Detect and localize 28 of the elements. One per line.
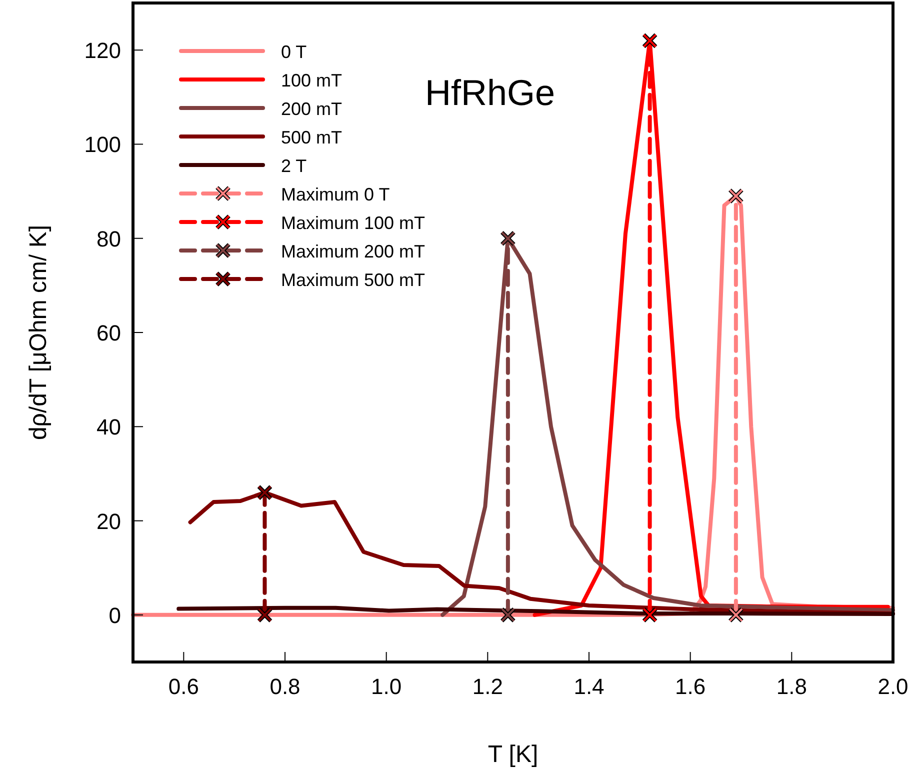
x-tick-label: 1.0 — [371, 674, 402, 699]
x-tick-label: 2.0 — [878, 674, 908, 699]
y-tick-label: 60 — [96, 320, 121, 346]
x-tick-label: 0.8 — [270, 674, 300, 699]
legend-label: Maximum 100 mT — [281, 213, 426, 233]
legend-label: 100 mT — [281, 70, 342, 90]
legend-label: 200 mT — [281, 99, 342, 119]
y-tick-label: 0 — [108, 602, 121, 628]
legend-label: Maximum 0 T — [281, 184, 390, 204]
x-tick-label: 0.6 — [168, 674, 199, 699]
x-tick-label: 1.4 — [574, 674, 604, 699]
x-axis-title: T [K] — [488, 741, 538, 768]
legend-label: 500 mT — [281, 128, 342, 148]
legend-label: 2 T — [281, 156, 307, 176]
x-tick-label: 1.6 — [675, 674, 706, 699]
y-tick-label: 40 — [96, 414, 121, 440]
legend-label: 0 T — [281, 42, 307, 62]
x-tick-label: 1.8 — [776, 674, 807, 699]
legend-label: Maximum 500 mT — [281, 270, 426, 290]
y-tick-label: 80 — [96, 226, 121, 252]
x-tick-label: 1.2 — [472, 674, 503, 699]
line-series — [176, 606, 895, 616]
y-tick-label: 120 — [84, 38, 121, 64]
y-tick-label: 100 — [84, 132, 121, 158]
y-tick-label: 20 — [96, 508, 121, 534]
y-axis-title: dρ/dT [μOhm cm/ K] — [25, 224, 52, 440]
legend-label: Maximum 200 mT — [281, 242, 426, 262]
text: HfRhGe — [424, 72, 556, 113]
